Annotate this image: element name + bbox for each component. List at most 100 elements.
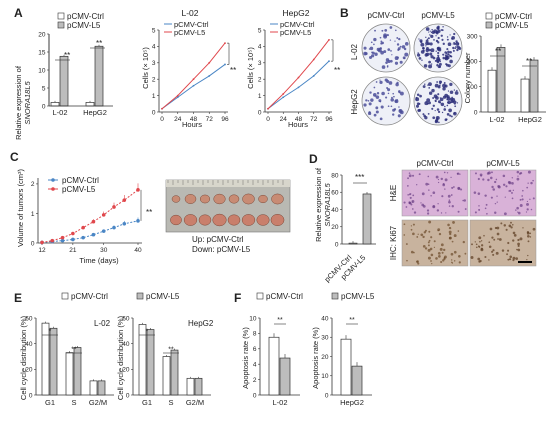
colony (437, 65, 441, 69)
cell-nucleus (509, 189, 512, 192)
bar-ctrl (348, 242, 358, 245)
cell-nucleus (522, 227, 524, 229)
cell-nucleus (440, 212, 443, 214)
cell-nucleus (484, 194, 487, 197)
cell-nucleus (406, 185, 409, 187)
a-line1-x-tick-label: 48 (190, 116, 198, 123)
sig-marker: ** (71, 347, 77, 354)
cell-nucleus (430, 260, 432, 262)
bar-l5 (73, 347, 82, 396)
chart-title-e-right: HepG2 (188, 319, 214, 328)
colony (365, 99, 368, 102)
colony (376, 92, 380, 95)
cell-nucleus (512, 231, 516, 235)
bar-l5 (279, 357, 291, 396)
data-point (60, 238, 65, 243)
cell-nucleus (490, 176, 493, 180)
data-point (176, 94, 179, 97)
bar-ctrl (65, 352, 74, 396)
cell-nucleus (475, 246, 478, 249)
colony (437, 110, 441, 113)
colony (373, 113, 377, 117)
cell-nucleus (474, 211, 477, 214)
colony (457, 42, 460, 45)
cell-nucleus (474, 241, 476, 243)
colony (446, 48, 449, 51)
cell-nucleus (470, 256, 474, 260)
colony (435, 100, 437, 103)
cell-nucleus (510, 226, 513, 229)
colony (386, 33, 389, 37)
tumor-l5 (183, 214, 198, 226)
cell-nucleus (529, 232, 532, 235)
col-label-d-l5: pCMV-L5 (486, 159, 520, 168)
colony (390, 105, 393, 108)
colony (440, 102, 445, 107)
colony (421, 59, 423, 61)
cell-nucleus (410, 250, 414, 254)
colony (379, 117, 383, 121)
cell-nucleus (420, 202, 422, 204)
x-tick-label: G2/M (186, 398, 204, 407)
cell-nucleus (408, 174, 412, 178)
bar-l5 (59, 55, 69, 107)
bar-ctrl (89, 380, 98, 396)
chart-title-l02: L-02 (181, 8, 198, 18)
cell-nucleus (433, 240, 436, 243)
cell-nucleus (408, 201, 411, 204)
colony (367, 100, 370, 102)
cell-nucleus (478, 205, 480, 207)
b-bar-y-tick-label: 200 (467, 59, 478, 66)
cell-nucleus (422, 235, 425, 239)
x-tick-label: G1 (142, 398, 152, 407)
colony (392, 92, 395, 95)
data-point (122, 198, 127, 202)
cell-nucleus (429, 247, 433, 251)
cell-nucleus (491, 250, 494, 253)
cell-nucleus (451, 186, 454, 189)
legend-label-l5: pCMV-L5 (62, 185, 96, 194)
cell-nucleus (424, 247, 428, 250)
colony (397, 47, 401, 51)
data-point (224, 42, 226, 45)
colony (403, 47, 407, 51)
tumor-l5 (198, 214, 212, 226)
cell-nucleus (448, 226, 452, 230)
cell-nucleus (457, 210, 460, 213)
colony (447, 42, 452, 47)
colony (418, 56, 422, 60)
chart-title-e-left: L-02 (94, 319, 111, 328)
cell-nucleus (480, 240, 483, 242)
colony (436, 26, 440, 30)
cell-nucleus (448, 230, 452, 234)
cell-nucleus (421, 192, 425, 196)
legend-swatch-ctrl (57, 12, 65, 20)
data-point (328, 38, 330, 41)
x-tick-label: L-02 (52, 108, 67, 117)
colony (401, 45, 406, 49)
cell-nucleus (473, 191, 477, 194)
legend-a-line1: pCMV-Ctrl pCMV-L5 (164, 20, 209, 37)
cell-nucleus (426, 209, 430, 212)
colony (418, 38, 420, 40)
colony (375, 106, 379, 110)
cell-nucleus (497, 185, 501, 188)
panel-a-bar-chart: pCMV-Ctrl pCMV-L5 Relative expression of… (14, 12, 113, 140)
colony (437, 93, 440, 96)
cell-nucleus (436, 209, 440, 212)
cell-nucleus (490, 196, 493, 199)
colony (442, 56, 446, 60)
colony (387, 105, 390, 108)
cell-nucleus (517, 248, 521, 252)
cell-nucleus (437, 178, 440, 181)
colony (456, 48, 459, 52)
colony (423, 64, 428, 68)
colony (435, 115, 440, 120)
cell-nucleus (462, 199, 464, 202)
c-y-tick-label: 1 (31, 211, 35, 218)
cell-nucleus (496, 226, 500, 230)
colony (449, 114, 452, 117)
data-point (91, 232, 96, 237)
cell-nucleus (475, 243, 478, 246)
colony (437, 51, 440, 55)
